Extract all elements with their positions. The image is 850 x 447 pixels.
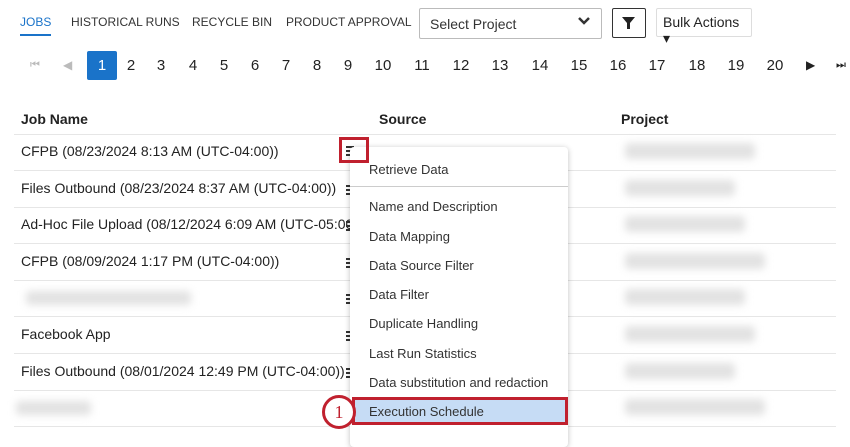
page-11[interactable]: 11	[414, 57, 430, 74]
menu-item[interactable]: Last Run Statistics	[369, 346, 477, 361]
page-10[interactable]: 10	[374, 57, 392, 74]
page-9[interactable]: 9	[343, 57, 353, 74]
first-page-icon[interactable]: ⏮	[30, 59, 40, 71]
menu-item-execution-schedule[interactable]: Execution Schedule	[369, 404, 484, 419]
page-17[interactable]: 17	[648, 57, 666, 74]
table-row-job-name[interactable]: Files Outbound (08/01/2024 12:49 PM (UTC…	[21, 362, 345, 379]
page-20[interactable]: 20	[766, 57, 784, 74]
redacted-project	[625, 362, 735, 379]
page-18[interactable]: 18	[688, 57, 706, 74]
prev-page-icon[interactable]: ◀	[63, 58, 73, 72]
page-3[interactable]: 3	[156, 57, 166, 74]
highlight-box-icon	[339, 137, 369, 163]
redacted-project	[625, 252, 765, 269]
page-16[interactable]: 16	[609, 57, 627, 74]
redacted-project	[625, 179, 735, 196]
page-4[interactable]: 4	[188, 57, 198, 74]
menu-item[interactable]: Data Source Filter	[369, 258, 474, 273]
redacted-project	[625, 216, 745, 233]
column-header-project[interactable]: Project	[621, 111, 669, 127]
tab-jobs[interactable]: JOBS	[20, 15, 52, 36]
page-7[interactable]: 7	[281, 57, 291, 74]
tab-recycle-bin[interactable]: RECYCLE BIN	[192, 15, 273, 29]
menu-item[interactable]: Data Mapping	[369, 229, 450, 244]
step-callout: 1	[322, 395, 356, 429]
table-row-job-name[interactable]: CFPB (08/09/2024 1:17 PM (UTC-04:00))	[21, 252, 280, 269]
page-6[interactable]: 6	[250, 57, 260, 74]
filter-button[interactable]	[612, 8, 646, 38]
redacted-project	[625, 143, 755, 159]
redacted-cell	[26, 291, 191, 306]
column-header-source[interactable]: Source	[379, 111, 427, 127]
page-1[interactable]: 1	[87, 51, 117, 80]
row-divider	[14, 134, 836, 135]
tab-historical-runs[interactable]: HISTORICAL RUNS	[71, 15, 180, 29]
menu-item[interactable]: Name and Description	[369, 199, 498, 214]
menu-divider	[350, 186, 568, 187]
page-8[interactable]: 8	[312, 57, 322, 74]
page-14[interactable]: 14	[531, 57, 549, 74]
highlight-box	[352, 397, 568, 425]
page-2[interactable]: 2	[126, 57, 136, 74]
redacted-project	[625, 289, 745, 306]
table-row-job-name[interactable]: Files Outbound (08/23/2024 8:37 AM (UTC-…	[21, 179, 337, 196]
menu-item[interactable]: Data substitution and redaction	[369, 375, 549, 390]
column-header-job-name[interactable]: Job Name	[21, 111, 88, 127]
page-13[interactable]: 13	[491, 57, 509, 74]
funnel-icon	[622, 17, 635, 29]
tab-product-approval[interactable]: PRODUCT APPROVAL	[286, 15, 412, 29]
project-select[interactable]: Select Project	[419, 8, 602, 39]
page-5[interactable]: 5	[219, 57, 229, 74]
page-15[interactable]: 15	[570, 57, 588, 74]
table-row-job-name[interactable]: Facebook App	[21, 326, 111, 342]
table-row-job-name[interactable]: CFPB (08/23/2024 8:13 AM (UTC-04:00))	[21, 143, 279, 159]
page-12[interactable]: 12	[452, 57, 470, 74]
next-page-icon[interactable]: ▶	[806, 58, 816, 72]
page-19[interactable]: 19	[727, 57, 745, 74]
table-row-job-name[interactable]: Ad-Hoc File Upload (08/12/2024 6:09 AM (…	[21, 216, 363, 233]
project-select-value: Select Project	[430, 16, 517, 32]
redacted-project	[625, 399, 765, 416]
menu-item[interactable]: Data Filter	[369, 287, 429, 302]
last-page-icon[interactable]: ⏭	[836, 59, 846, 71]
bulk-actions-button[interactable]: Bulk Actions ▾	[656, 8, 752, 46]
redacted-project	[625, 326, 755, 342]
redacted-cell	[16, 401, 91, 416]
menu-item[interactable]: Duplicate Handling	[369, 316, 479, 331]
menu-item[interactable]: Retrieve Data	[369, 162, 449, 177]
chevron-down-icon	[577, 14, 591, 31]
